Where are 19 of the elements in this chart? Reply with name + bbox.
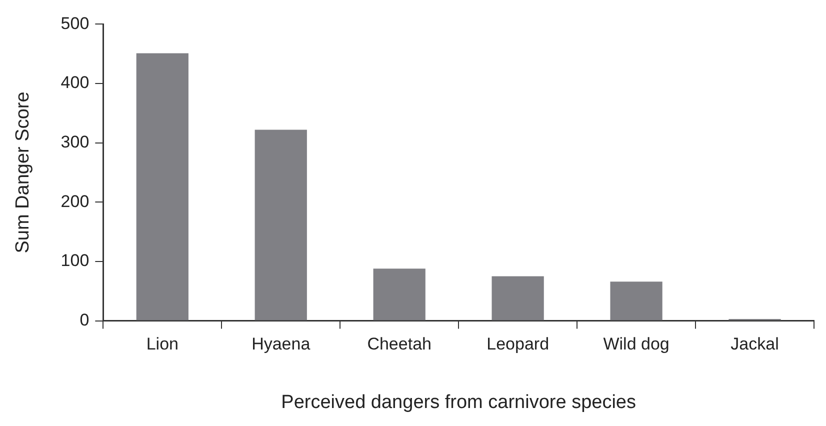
y-tick-label: 500 [60,14,90,33]
x-axis-title: Perceived dangers from carnivore species [281,392,636,413]
y-tick-label: 0 [80,310,90,330]
y-tick-label: 300 [60,132,90,152]
bar [610,282,662,320]
bar [373,268,426,320]
x-tick-label: Cheetah [367,334,432,354]
x-tick-label: Leopard [486,334,550,354]
bar [492,276,544,320]
x-tick-label: Wild dog [603,334,670,354]
bar [136,53,188,320]
x-tick-label: Lion [146,334,178,354]
bar [254,130,307,320]
y-tick-label: 200 [60,192,90,211]
y-tick-label: 100 [60,251,90,270]
y-axis-title: Sum Danger Score [12,92,34,254]
x-tick-label: Hyaena [252,334,311,354]
y-tick-label: 400 [60,73,90,92]
x-tick-label: Jackal [730,334,779,354]
